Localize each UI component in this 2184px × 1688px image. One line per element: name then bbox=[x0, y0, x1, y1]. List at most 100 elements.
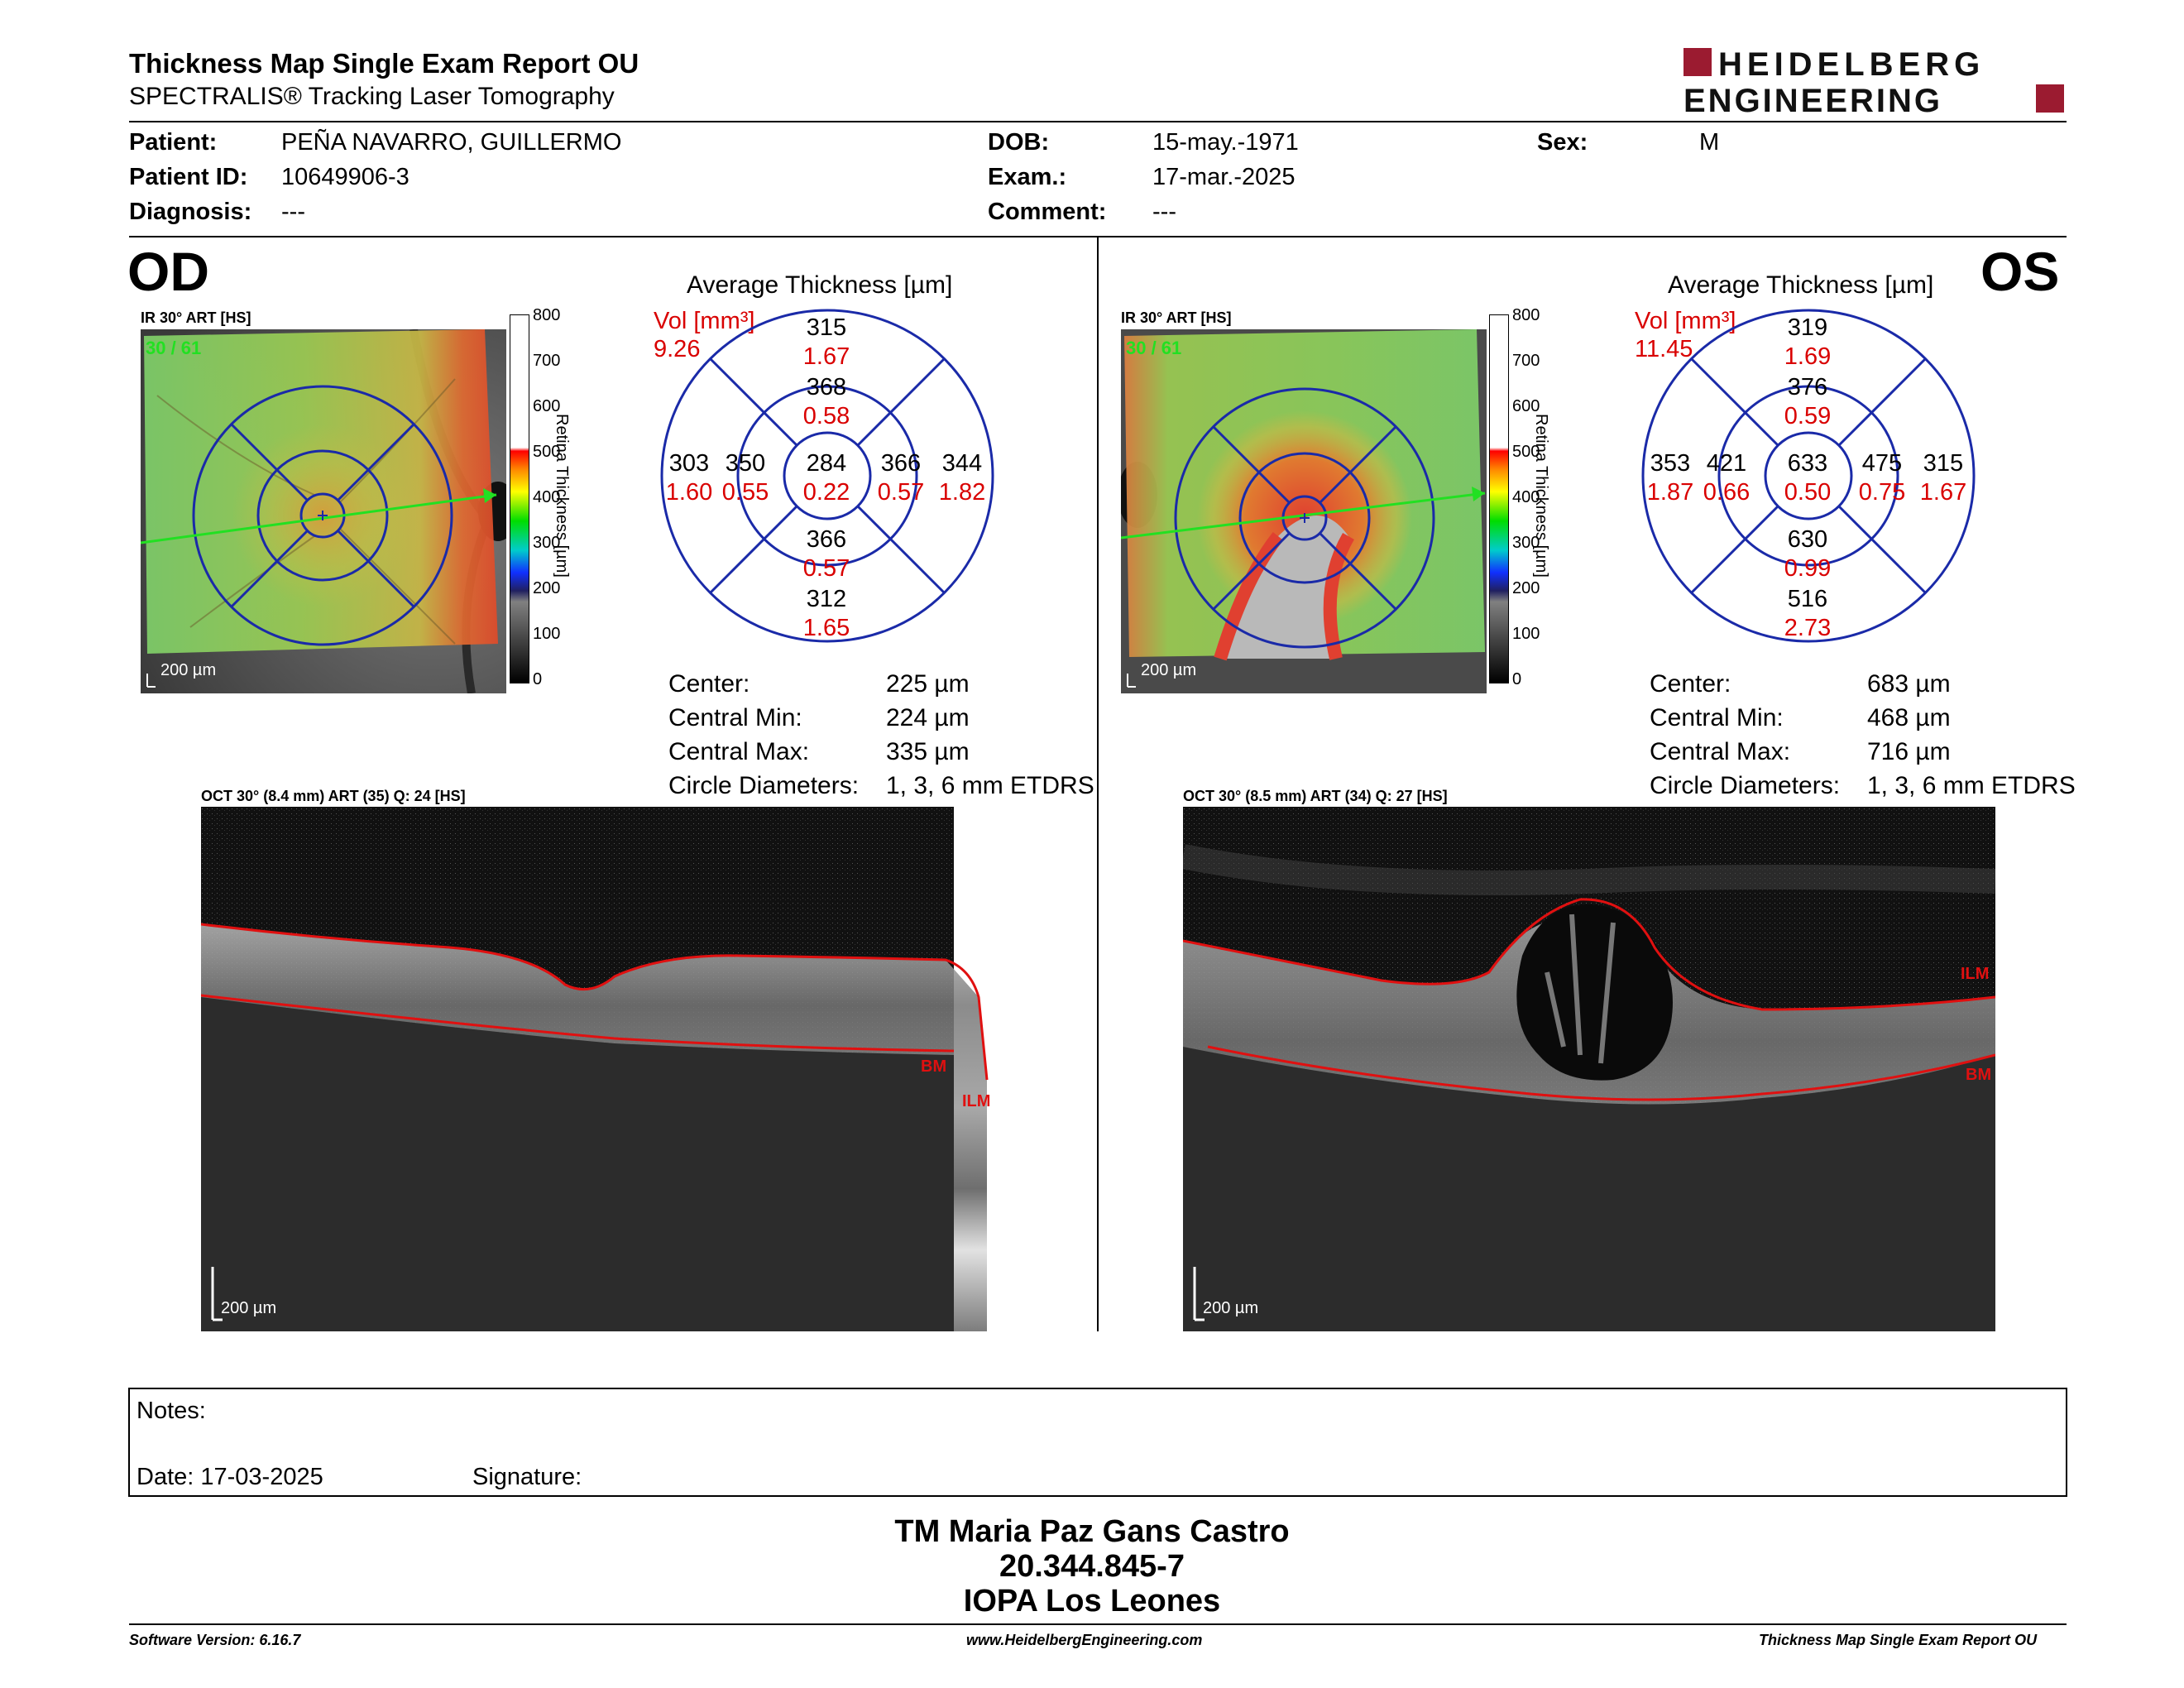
od-vol-value: 9.26 bbox=[654, 336, 701, 362]
od-stat-min-value: 224 µm bbox=[886, 704, 970, 731]
os-tick-200: 200 bbox=[1512, 579, 1540, 597]
os-outer-left-thickness: 353 bbox=[1650, 450, 1691, 477]
os-stat-center-value: 683 µm bbox=[1867, 670, 1951, 698]
sex-value: M bbox=[1699, 129, 1720, 156]
od-etdrs-grid: 315 1.67 368 0.58 303 1.60 350 0.55 284 … bbox=[658, 306, 997, 645]
eye-divider bbox=[1097, 237, 1099, 1331]
od-oct-bscan: BM ILM 200 µm bbox=[201, 807, 1012, 1331]
od-tick-800: 800 bbox=[533, 306, 561, 324]
heidelberg-logo: HEIDELBERG ENGINEERING bbox=[1684, 46, 2064, 119]
od-inner-sup-volume: 0.58 bbox=[802, 403, 850, 429]
od-tick-0: 0 bbox=[533, 670, 543, 688]
notes-label: Notes: bbox=[136, 1398, 206, 1424]
footer-divider bbox=[129, 1623, 2067, 1625]
od-inner-inf-volume: 0.57 bbox=[802, 555, 850, 582]
od-oct-bm: BM bbox=[921, 1057, 946, 1076]
os-eye-label: OS bbox=[1980, 241, 2060, 302]
os-tick-400: 400 bbox=[1512, 488, 1540, 506]
od-outer-sup-thickness: 315 bbox=[806, 314, 847, 341]
signer-name: TM Maria Paz Gans Castro bbox=[894, 1514, 1290, 1549]
patient-id-value: 10649906-3 bbox=[281, 164, 410, 190]
os-tick-600: 600 bbox=[1512, 397, 1540, 415]
od-outer-inf-volume: 1.65 bbox=[802, 615, 850, 641]
footer-software-version: Software Version: 6.16.7 bbox=[129, 1632, 301, 1648]
signer-id: 20.344.845-7 bbox=[999, 1549, 1185, 1584]
patient-label: Patient: bbox=[129, 129, 218, 156]
notes-date: Date: 17-03-2025 bbox=[136, 1464, 323, 1490]
od-grid-title: Average Thickness [µm] bbox=[687, 271, 953, 299]
os-map-title: IR 30° ART [HS] bbox=[1121, 309, 1232, 326]
os-inner-left-thickness: 421 bbox=[1706, 450, 1747, 477]
od-center-thickness: 284 bbox=[806, 450, 847, 477]
os-inner-right-volume: 0.75 bbox=[1858, 479, 1906, 506]
od-inner-right-volume: 0.57 bbox=[877, 479, 925, 506]
dob-value: 15-may.-1971 bbox=[1152, 129, 1299, 156]
od-tick-600: 600 bbox=[533, 397, 561, 415]
diagnosis-label: Diagnosis: bbox=[129, 199, 252, 225]
od-oct-scale: 200 µm bbox=[221, 1299, 276, 1317]
os-oct-ilm: ILM bbox=[1961, 965, 1989, 983]
os-tick-700: 700 bbox=[1512, 352, 1540, 370]
os-inner-inf-volume: 0.99 bbox=[1784, 555, 1832, 582]
os-outer-right-thickness: 315 bbox=[1923, 450, 1964, 477]
os-tick-100: 100 bbox=[1512, 625, 1540, 643]
os-outer-inf-thickness: 516 bbox=[1787, 586, 1828, 612]
os-outer-left-volume: 1.87 bbox=[1646, 479, 1694, 506]
os-grid-title: Average Thickness [µm] bbox=[1668, 271, 1934, 299]
os-tick-500: 500 bbox=[1512, 443, 1540, 461]
od-stat-center-value: 225 µm bbox=[886, 670, 970, 698]
od-stat-diam-label: Circle Diameters: bbox=[668, 772, 860, 799]
report-subtitle: SPECTRALIS® Tracking Laser Tomography bbox=[129, 83, 615, 110]
sex-label: Sex: bbox=[1537, 129, 1588, 156]
patient-value: PEÑA NAVARRO, GUILLERMO bbox=[281, 129, 622, 156]
logo-line2: ENGINEERING bbox=[1684, 83, 1942, 116]
od-colorbar bbox=[510, 314, 529, 683]
notes-box[interactable]: Notes: Date: 17-03-2025 Signature: bbox=[128, 1388, 2067, 1497]
logo-line1: HEIDELBERG bbox=[1718, 46, 1985, 83]
od-stat-max-value: 335 µm bbox=[886, 738, 970, 765]
os-outer-sup-thickness: 319 bbox=[1787, 314, 1828, 341]
od-map-frames: 30 / 61 bbox=[146, 338, 201, 358]
exam-value: 17-mar.-2025 bbox=[1152, 164, 1296, 190]
os-inner-left-volume: 0.66 bbox=[1703, 479, 1751, 506]
os-inner-right-thickness: 475 bbox=[1861, 450, 1903, 477]
od-outer-left-volume: 1.60 bbox=[665, 479, 713, 506]
os-stat-max-label: Central Max: bbox=[1650, 738, 1791, 765]
os-outer-right-volume: 1.67 bbox=[1919, 479, 1967, 506]
comment-value: --- bbox=[1152, 199, 1176, 225]
os-inner-sup-thickness: 376 bbox=[1787, 374, 1828, 400]
os-thickness-map: 30 / 61 200 µm bbox=[1121, 329, 1487, 693]
od-inner-sup-thickness: 368 bbox=[806, 374, 847, 400]
signer-institution: IOPA Los Leones bbox=[963, 1584, 1221, 1618]
os-center-thickness: 633 bbox=[1787, 450, 1828, 477]
dob-label: DOB: bbox=[988, 129, 1050, 156]
exam-label: Exam.: bbox=[988, 164, 1067, 190]
od-tick-700: 700 bbox=[533, 352, 561, 370]
od-outer-inf-thickness: 312 bbox=[806, 586, 847, 612]
od-stat-min-label: Central Min: bbox=[668, 704, 802, 731]
footer-website-link[interactable]: www.HeidelbergEngineering.com bbox=[966, 1632, 1203, 1648]
os-center-volume: 0.50 bbox=[1784, 479, 1832, 506]
signature-label: Signature: bbox=[472, 1464, 582, 1490]
od-vol-label: Vol [mm³] bbox=[654, 308, 755, 334]
od-inner-right-thickness: 366 bbox=[880, 450, 922, 477]
header-divider bbox=[129, 121, 2067, 122]
os-tick-300: 300 bbox=[1512, 534, 1540, 552]
os-tick-800: 800 bbox=[1512, 306, 1540, 324]
os-map-scale: 200 µm bbox=[1141, 661, 1196, 679]
od-oct-title: OCT 30° (8.4 mm) ART (35) Q: 24 [HS] bbox=[201, 788, 466, 804]
os-stat-min-value: 468 µm bbox=[1867, 704, 1951, 731]
os-vol-value: 11.45 bbox=[1635, 336, 1693, 362]
os-tick-0: 0 bbox=[1512, 670, 1522, 688]
od-oct-ilm: ILM bbox=[962, 1092, 990, 1110]
od-outer-sup-volume: 1.67 bbox=[802, 343, 850, 370]
os-colorbar-label: Retina Thickness [µm] bbox=[1532, 414, 1550, 578]
os-stat-center-label: Center: bbox=[1650, 670, 1731, 698]
od-thickness-map: 30 / 61 200 µm bbox=[141, 329, 506, 693]
od-tick-100: 100 bbox=[533, 625, 561, 643]
od-tick-200: 200 bbox=[533, 579, 561, 597]
os-oct-bscan: ILM BM 200 µm bbox=[1183, 807, 1995, 1331]
diagnosis-value: --- bbox=[281, 199, 305, 225]
os-stat-diam-value: 1, 3, 6 mm ETDRS bbox=[1867, 772, 2076, 799]
os-oct-title: OCT 30° (8.5 mm) ART (34) Q: 27 [HS] bbox=[1183, 788, 1448, 804]
